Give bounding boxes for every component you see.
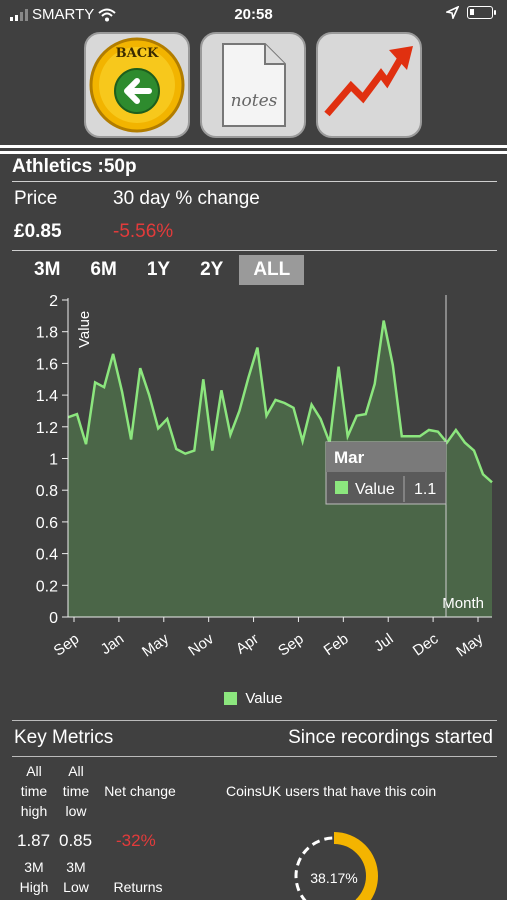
all-time-high-value: 1.87 (17, 831, 51, 850)
coin-title: Athletics :50p (12, 156, 137, 177)
price-label: Price (14, 188, 58, 209)
legend-label: Value (245, 690, 283, 707)
range-tab-all[interactable]: ALL (239, 255, 305, 285)
x-tick-label: Jan (98, 630, 128, 658)
y-tick-label: 1.2 (36, 420, 58, 437)
notes-icon: notes (222, 43, 286, 127)
users-with-coin-label: CoinsUK users that have this coin (226, 783, 437, 799)
y-tick-label: 1.6 (36, 356, 58, 373)
x-tick-label: May (139, 630, 172, 660)
carrier-name: SMARTY (32, 6, 95, 23)
wifi-icon (98, 8, 116, 21)
signal-icon (10, 8, 28, 21)
since-recordings-title: Since recordings started (288, 727, 493, 748)
tooltip-header (326, 442, 446, 472)
back-icon: BACK (89, 37, 185, 133)
price-value: £0.85 (14, 221, 62, 242)
x-tick-label: Feb (321, 630, 352, 659)
tooltip-title: Mar (334, 448, 365, 467)
series-line (67, 320, 493, 484)
all-time-low-value: 0.85 (59, 831, 93, 850)
3m-low-label: 3M Low (63, 859, 89, 895)
net-change-value: -32% (116, 831, 156, 850)
net-change-label: Net change (104, 783, 176, 799)
range-selector: 3M 6M 1Y 2Y ALL (20, 255, 306, 285)
change-value: -5.56% (113, 221, 174, 242)
battery-icon (467, 6, 496, 19)
change-label: 30 day % change (113, 188, 260, 209)
y-tick-label: 0.4 (36, 547, 58, 564)
location-icon (446, 6, 459, 19)
3m-high-label: 3M High (19, 859, 49, 895)
y-axis-title: Value (76, 311, 93, 348)
carrier: SMARTY (10, 6, 116, 23)
donut-arc (290, 832, 378, 900)
price-chart[interactable]: 0 0.2 0.4 0.6 0.8 1 1.2 1.4 1.6 1.8 2 Sep Jan May Nov A… (0, 290, 507, 690)
toolbar: BACK notes (84, 32, 422, 138)
users-percentage: 38.17% (310, 870, 357, 886)
range-tab-2y[interactable]: 2Y (200, 259, 224, 280)
x-tick-label: Sep (275, 630, 307, 659)
x-tick-label: Apr (233, 630, 262, 657)
status-bar: SMARTY 20:58 (0, 0, 507, 30)
tooltip-value: 1.1 (414, 481, 436, 498)
x-tick-label: Sep (51, 630, 83, 659)
y-tick-label: 0 (49, 610, 58, 627)
y-tick-label: 1 (49, 452, 58, 469)
trend-button[interactable] (316, 32, 422, 138)
y-tick-label: 1.4 (36, 388, 58, 405)
clock: 20:58 (234, 6, 273, 23)
tooltip-swatch (335, 481, 348, 494)
tooltip-series: Value (355, 481, 395, 498)
y-tick-label: 1.8 (36, 325, 58, 342)
legend-swatch (224, 692, 238, 705)
metrics-divider-top (12, 720, 497, 721)
trend-arrow-icon (324, 46, 413, 117)
title-divider (12, 181, 497, 182)
x-tick-label: Jul (371, 630, 396, 655)
header-rule-2 (0, 151, 507, 154)
all-time-high-label: All time high (20, 763, 48, 819)
x-tick-label: Nov (185, 630, 217, 660)
series-area (68, 320, 492, 617)
returns-label: Returns (113, 879, 163, 895)
users-donut-chart: 38.17% (290, 832, 378, 900)
y-tick-label: 0.8 (36, 483, 58, 500)
y-tick-label: 2 (49, 293, 58, 310)
range-tab-3m[interactable]: 3M (34, 259, 61, 280)
x-tick-label: May (453, 630, 486, 660)
y-tick-label: 0.6 (36, 515, 58, 532)
y-tick-label: 0.2 (36, 578, 58, 595)
header-rule (0, 145, 507, 148)
back-button[interactable]: BACK (84, 32, 190, 138)
metrics-divider (12, 756, 497, 757)
range-tab-1y[interactable]: 1Y (146, 259, 171, 280)
notes-button[interactable]: notes (200, 32, 306, 138)
back-label: BACK (116, 46, 159, 61)
x-tick-label: Dec (410, 630, 442, 660)
notes-label: notes (231, 91, 278, 111)
chart-legend[interactable]: Value (0, 690, 507, 707)
range-tab-6m[interactable]: 6M (90, 259, 117, 280)
price-divider (12, 250, 497, 251)
all-time-low-label: All time low (62, 763, 90, 819)
key-metrics-title: Key Metrics (14, 727, 114, 748)
x-axis-title: Month (442, 595, 484, 612)
